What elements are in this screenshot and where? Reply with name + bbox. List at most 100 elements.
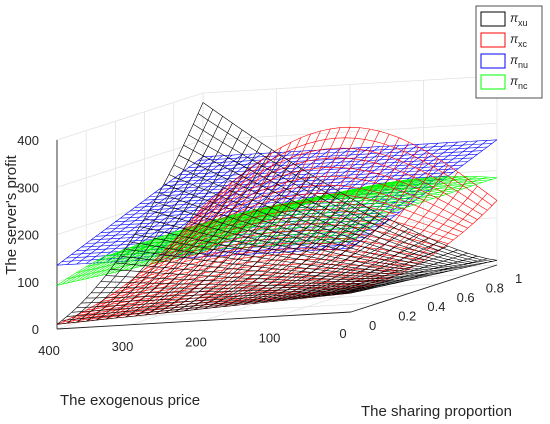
mesh-line-xu xyxy=(115,262,410,281)
mesh-line-xu xyxy=(100,281,395,286)
mesh-line-xu xyxy=(76,288,371,309)
mesh-line-xu xyxy=(95,284,390,289)
mesh-line-xu xyxy=(163,183,459,270)
mesh-line-xu xyxy=(188,134,483,264)
y-tick-label: 0.4 xyxy=(427,299,445,314)
mesh-line-nc xyxy=(183,181,478,257)
z-axis-label: The server's profit xyxy=(3,154,20,274)
mesh-line-xu xyxy=(134,234,429,276)
mesh-line-xc xyxy=(173,184,468,242)
x-tick-label: 200 xyxy=(185,335,207,350)
surfaces xyxy=(56,102,498,325)
z-tick-label: 100 xyxy=(17,275,39,290)
mesh-line-xc xyxy=(149,223,444,266)
mesh-line-xc xyxy=(193,147,488,219)
mesh-line-xc xyxy=(144,230,439,270)
mesh-line-nc xyxy=(202,176,498,253)
mesh-line-xu xyxy=(154,201,449,272)
z-tick-label: 0 xyxy=(32,322,39,337)
grid-line xyxy=(86,302,381,320)
mesh-line-xu xyxy=(173,164,468,268)
mesh-line-xc xyxy=(110,268,405,296)
mesh-line-xc xyxy=(159,208,454,256)
mesh-line-nu xyxy=(105,211,400,230)
tick-labels: 0 100 200 300 400 400 300 200 100 0 0 0.2 0.4 0.6 0.8 1 xyxy=(17,133,522,358)
mesh-line-nc xyxy=(90,215,386,278)
mesh-line-xc xyxy=(134,242,429,278)
mesh-line-xu xyxy=(129,241,425,278)
mesh-line-xc xyxy=(168,193,464,247)
z-tick-label: 300 xyxy=(17,180,39,195)
mesh-line-xu xyxy=(144,218,439,274)
mesh-line-xu xyxy=(71,289,366,313)
legend-swatch-nc xyxy=(480,74,506,90)
grid-line xyxy=(56,139,204,188)
mesh-line-xc xyxy=(188,157,483,225)
legend-subscript-nu: nu xyxy=(518,60,528,70)
x-tick-label: 100 xyxy=(259,330,281,345)
mesh-line-xu xyxy=(183,144,478,265)
mesh-line-nu xyxy=(61,244,356,262)
mesh-line-xu xyxy=(197,113,493,262)
z-tick-label: 400 xyxy=(17,133,39,148)
mesh-line-nu xyxy=(188,150,483,168)
legend-subscript-nc: nc xyxy=(518,81,528,91)
legend-swatch-nu xyxy=(480,53,506,69)
mesh-line-xu xyxy=(105,275,400,284)
x-axis-label: The exogenous price xyxy=(60,392,200,409)
mesh-line-nu xyxy=(183,153,478,172)
mesh-line-xu xyxy=(159,192,454,271)
mesh-line-xc xyxy=(197,137,493,213)
mesh-line-xc xyxy=(129,248,425,282)
mesh-line-nu xyxy=(168,164,463,183)
mesh-line-xu xyxy=(86,286,381,299)
mesh-line-nu xyxy=(154,175,449,194)
mesh-line-xc xyxy=(105,272,400,299)
mesh-line-xc xyxy=(71,287,366,318)
mesh-line-nu xyxy=(173,161,468,179)
y-tick-label: 0.6 xyxy=(457,290,475,305)
grid-line xyxy=(56,281,204,330)
mesh-line-nu xyxy=(129,193,425,212)
y-axis-label: The sharing proportion xyxy=(361,403,512,420)
mesh-line-nc xyxy=(76,226,371,282)
surface-xu xyxy=(56,102,498,325)
mesh-line-xc xyxy=(91,280,386,308)
mesh-line-xu xyxy=(139,226,434,275)
mesh-line-xu xyxy=(110,269,405,283)
mesh-line-xu xyxy=(202,102,498,261)
surface-xc xyxy=(56,126,498,325)
mesh-line-xu xyxy=(56,292,352,325)
x-tick-label: 0 xyxy=(339,326,346,341)
surface-nu xyxy=(56,139,498,266)
y-tick-label: 0.2 xyxy=(398,309,416,324)
mesh-line-nc xyxy=(168,185,463,261)
mesh-line-xu xyxy=(61,291,356,321)
mesh-line-xu xyxy=(81,287,376,304)
axis-line xyxy=(350,264,498,313)
mesh-line-xc xyxy=(163,201,459,252)
legend-subscript-xu: xu xyxy=(518,18,528,28)
mesh-line-nu xyxy=(198,143,493,161)
z-tick-label: 200 xyxy=(17,228,39,243)
mesh-line-xu xyxy=(193,124,488,263)
y-tick-label: 0.8 xyxy=(486,280,504,295)
mesh-line-xu xyxy=(178,154,473,266)
mesh-line-xu xyxy=(91,285,386,294)
grid-line xyxy=(130,277,277,326)
mesh-line-nc xyxy=(193,178,488,255)
mesh-line-xu xyxy=(120,255,415,280)
mesh-line-xu xyxy=(168,174,463,269)
grid-line xyxy=(56,92,204,141)
y-tick-label: 0 xyxy=(369,318,376,333)
mesh-line-nu xyxy=(193,146,488,165)
legend-swatch-xc xyxy=(480,32,506,48)
legend-subscript-xc: xc xyxy=(518,39,528,49)
mesh-line-xc xyxy=(120,258,415,289)
mesh-line-xc xyxy=(125,253,420,286)
axis-line xyxy=(56,311,352,330)
mesh-line-xc xyxy=(202,126,498,207)
